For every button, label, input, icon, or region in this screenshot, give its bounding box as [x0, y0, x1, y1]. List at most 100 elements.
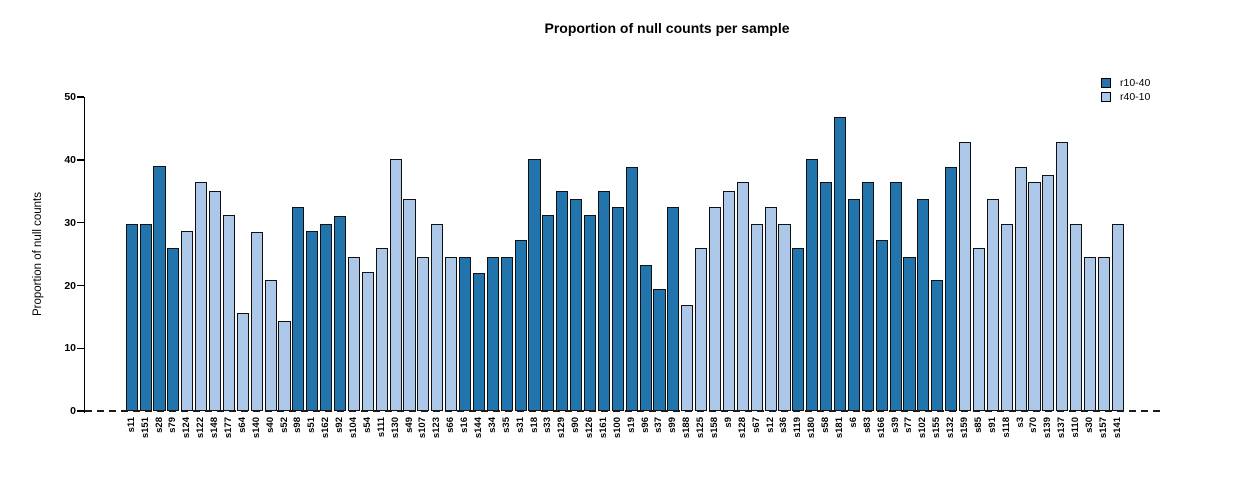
- x-tick-label: s28: [153, 417, 165, 433]
- y-tick-label: 40: [64, 153, 76, 166]
- x-tick-label: s67: [750, 417, 762, 433]
- x-tick-label: s125: [695, 417, 707, 439]
- bar: [639, 264, 652, 412]
- x-tick-label: s34: [486, 417, 498, 433]
- bar: [445, 256, 458, 412]
- bar: [681, 305, 694, 412]
- bar: [528, 158, 541, 412]
- x-tick-label: s18: [528, 417, 540, 433]
- bar: [653, 288, 666, 412]
- legend-label: r40-10: [1120, 91, 1151, 103]
- bar: [958, 142, 972, 412]
- bar: [792, 247, 805, 412]
- x-tick-label: s92: [334, 417, 346, 433]
- x-tick-label: s31: [514, 417, 526, 433]
- legend-swatch: [1101, 92, 1111, 102]
- x-tick-label: s130: [389, 417, 401, 439]
- bar: [306, 231, 319, 412]
- x-tick-label: s58: [820, 417, 832, 433]
- x-tick-label: s54: [361, 417, 373, 433]
- y-axis-label: Proportion of null counts: [32, 191, 44, 317]
- x-tick-label: s70: [1028, 417, 1040, 433]
- x-tick-label: s19: [625, 417, 637, 433]
- bar: [486, 257, 499, 412]
- bar: [181, 231, 194, 412]
- bar: [139, 223, 152, 412]
- x-tick-label: s140: [250, 417, 262, 439]
- bar: [125, 223, 138, 412]
- bar: [820, 182, 833, 412]
- bar: [556, 191, 569, 412]
- y-tick-label: 20: [64, 279, 76, 292]
- bar: [695, 247, 708, 412]
- x-tick-label: s98: [292, 417, 304, 433]
- x-tick-label: s144: [472, 417, 484, 439]
- y-tick-mark: [76, 284, 84, 287]
- x-tick-label: s123: [431, 417, 443, 439]
- x-tick-label: s49: [403, 417, 415, 433]
- y-tick-label: 0: [70, 405, 76, 418]
- bar: [806, 158, 819, 412]
- bar: [1083, 257, 1097, 412]
- bar: [708, 206, 722, 412]
- bar: [472, 272, 485, 412]
- bar: [222, 215, 235, 412]
- x-tick-label: s99: [667, 417, 679, 433]
- x-tick-label: s128: [736, 417, 748, 439]
- y-axis-line: [83, 97, 85, 413]
- bar: [361, 272, 374, 412]
- x-tick-label: s66: [445, 417, 457, 433]
- x-tick-label: s111: [375, 417, 387, 438]
- x-tick-label: s151: [139, 417, 151, 439]
- bar: [750, 223, 763, 412]
- x-tick-label: s30: [1084, 417, 1096, 433]
- bar: [389, 158, 402, 412]
- legend-row: r40-10: [1101, 90, 1150, 104]
- x-tick-label: s122: [195, 417, 207, 439]
- y-tick-mark: [76, 159, 84, 161]
- x-tick-label: s148: [209, 417, 221, 439]
- x-tick-label: s139: [1042, 417, 1054, 439]
- x-tick-label: s37: [653, 417, 665, 433]
- bar: [917, 198, 930, 412]
- bar: [764, 206, 777, 412]
- x-tick-label: s100: [611, 417, 623, 439]
- bar: [1042, 174, 1055, 412]
- x-tick-label: s85: [972, 417, 984, 433]
- bar: [1028, 181, 1041, 412]
- bar: [570, 198, 583, 412]
- legend-label: r10-40: [1120, 77, 1151, 89]
- y-tick-mark: [76, 221, 84, 224]
- x-tick-label: s126: [584, 417, 596, 439]
- bar: [1111, 223, 1124, 412]
- bar: [236, 313, 249, 412]
- legend-swatch: [1101, 78, 1111, 88]
- x-tick-label: s12: [764, 417, 776, 433]
- bar: [292, 206, 305, 412]
- y-tick-label: 30: [64, 216, 76, 229]
- x-tick-label: s132: [945, 417, 957, 439]
- x-tick-label: s39: [889, 417, 901, 433]
- x-tick-label: s11: [125, 417, 137, 433]
- bar: [833, 117, 847, 412]
- x-tick-label: s129: [556, 417, 568, 439]
- bar: [875, 239, 888, 412]
- x-tick-label: s91: [986, 417, 998, 433]
- x-tick-label: s35: [500, 417, 512, 433]
- x-tick-label: s90: [570, 417, 582, 433]
- x-tick-label: s6: [847, 417, 859, 428]
- y-tick-mark: [76, 96, 84, 98]
- bar: [1000, 223, 1013, 412]
- y-tick-mark: [76, 347, 84, 350]
- bar: [1070, 223, 1083, 412]
- bar: [597, 191, 610, 412]
- x-tick-label: s96: [639, 417, 651, 433]
- x-tick-label: s159: [959, 417, 971, 439]
- bar: [945, 166, 958, 412]
- x-tick-label: s79: [167, 417, 179, 433]
- bar: [431, 223, 444, 412]
- legend: r10-40 r40-10: [1101, 76, 1150, 104]
- y-tick-label: 10: [64, 342, 76, 355]
- bar: [778, 223, 791, 412]
- bar: [722, 191, 735, 412]
